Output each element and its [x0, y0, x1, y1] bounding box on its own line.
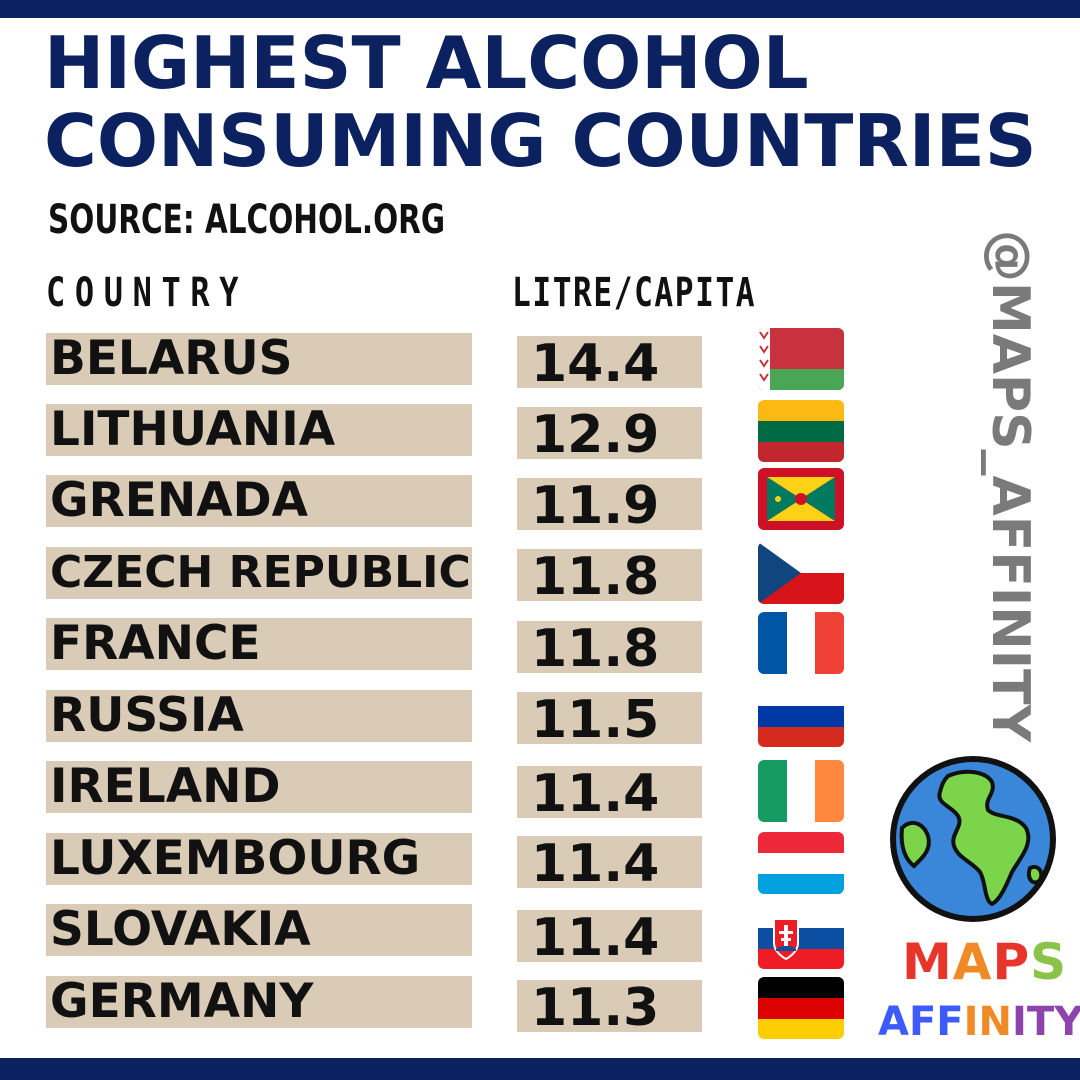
- grenada-flag-icon: [758, 468, 844, 530]
- source-label: SOURCE: ALCOHOL.ORG: [48, 197, 446, 243]
- country-label: CZECH REPUBLIC: [50, 547, 471, 598]
- value-cell: 11.4: [517, 836, 702, 892]
- value-cell: 12.9: [517, 407, 702, 463]
- value-label: 11.8: [531, 619, 660, 679]
- ireland-flag-icon: [758, 760, 844, 822]
- top-border: [0, 0, 1080, 18]
- slovakia-flag-icon: [758, 907, 844, 969]
- logo-maps: MAPS: [902, 933, 1068, 991]
- country-cell: RUSSIA: [46, 688, 472, 743]
- country-label: IRELAND: [50, 759, 281, 814]
- value-label: 11.8: [531, 547, 660, 607]
- value-cell: 11.9: [517, 478, 702, 534]
- value-label: 11.4: [531, 834, 660, 894]
- column-header-litre-per-capita: LITRE/CAPITA: [512, 270, 757, 316]
- country-cell: SLOVAKIA: [46, 902, 472, 957]
- country-cell: IRELAND: [46, 759, 472, 814]
- value-label: 11.5: [531, 690, 660, 750]
- value-cell: 14.4: [517, 336, 702, 392]
- country-label: BELARUS: [50, 331, 293, 386]
- country-cell: GERMANY: [46, 974, 472, 1029]
- country-label: SLOVAKIA: [50, 902, 311, 957]
- value-label: 11.3: [531, 978, 660, 1038]
- country-cell: BELARUS: [46, 331, 472, 386]
- value-label: 14.4: [531, 334, 660, 394]
- value-cell: 11.4: [517, 766, 702, 822]
- column-header-country: COUNTRY: [46, 270, 249, 316]
- germany-flag-icon: [758, 977, 844, 1039]
- social-handle-text: @MAPS_AFFINITY: [980, 230, 1040, 743]
- value-cell: 11.3: [517, 980, 702, 1036]
- country-label: RUSSIA: [50, 688, 244, 743]
- country-cell: CZECH REPUBLIC: [46, 547, 472, 599]
- country-label: LUXEMBOURG: [50, 831, 421, 886]
- value-label: 11.9: [531, 476, 660, 536]
- page-title: HIGHEST ALCOHOL CONSUMING COUNTRIES: [44, 21, 1037, 183]
- belarus-flag-icon: [758, 328, 844, 390]
- luxembourg-flag-icon: [758, 832, 844, 894]
- country-label: GERMANY: [50, 974, 314, 1029]
- country-cell: FRANCE: [46, 616, 472, 671]
- value-label: 11.4: [531, 764, 660, 824]
- country-label: LITHUANIA: [50, 402, 336, 457]
- bottom-border: [0, 1058, 1080, 1080]
- logo-affinity: AFFINITY: [878, 999, 1080, 1045]
- value-label: 12.9: [531, 405, 660, 465]
- czech-republic-flag-icon: [758, 542, 844, 604]
- value-cell: 11.8: [517, 549, 702, 605]
- value-label: 11.4: [531, 908, 660, 968]
- france-flag-icon: [758, 612, 844, 674]
- country-cell: LUXEMBOURG: [46, 831, 472, 886]
- globe-icon: [890, 756, 1056, 922]
- country-label: FRANCE: [50, 616, 261, 671]
- country-label: GRENADA: [50, 473, 308, 528]
- value-cell: 11.8: [517, 621, 702, 677]
- value-cell: 11.5: [517, 692, 702, 748]
- country-cell: LITHUANIA: [46, 402, 472, 457]
- country-cell: GRENADA: [46, 473, 472, 528]
- value-cell: 11.4: [517, 910, 702, 966]
- russia-flag-icon: [758, 685, 844, 747]
- lithuania-flag-icon: [758, 400, 844, 462]
